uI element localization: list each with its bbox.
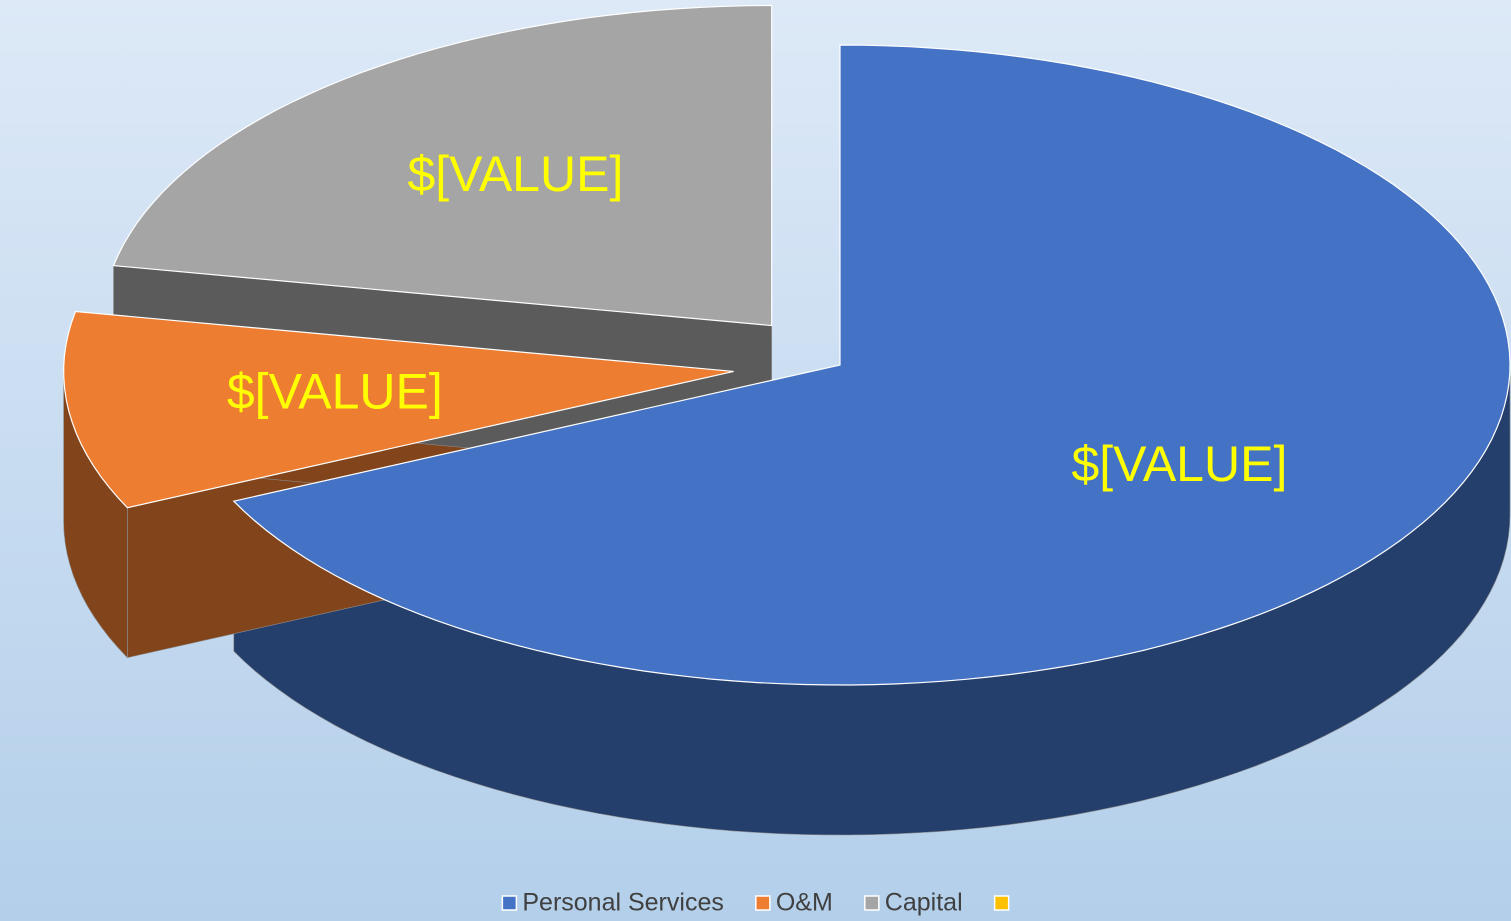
data-label: $[VALUE] bbox=[1071, 436, 1287, 492]
legend: Personal Services O&M Capital bbox=[501, 889, 1010, 917]
slice bbox=[63, 310, 734, 509]
slice bbox=[232, 44, 1511, 686]
legend-label: Personal Services bbox=[522, 889, 723, 917]
data-label: $[VALUE] bbox=[227, 364, 443, 420]
legend-swatch bbox=[755, 895, 771, 911]
slice bbox=[112, 4, 773, 327]
legend-label: Capital bbox=[885, 889, 963, 917]
legend-label: O&M bbox=[776, 889, 833, 917]
slice-tops bbox=[63, 4, 1511, 686]
legend-swatch bbox=[864, 895, 880, 911]
data-label: $[VALUE] bbox=[407, 146, 623, 202]
legend-swatch bbox=[501, 895, 518, 911]
legend-swatch bbox=[993, 895, 1010, 911]
